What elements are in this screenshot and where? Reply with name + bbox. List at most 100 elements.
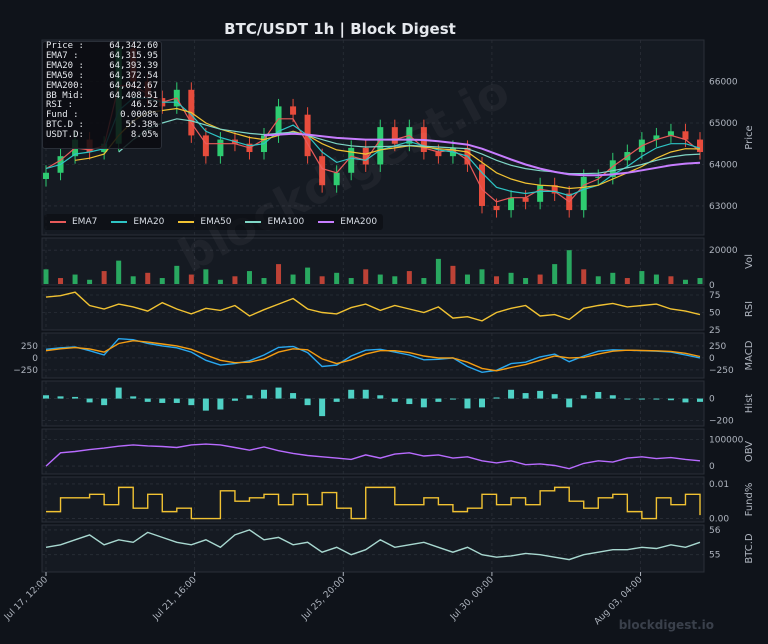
legend-swatch — [50, 221, 66, 223]
y-axis-label-price: Price — [744, 125, 755, 149]
y-axis-label-obv: OBV — [744, 441, 755, 462]
volume-bar — [435, 258, 441, 284]
hist-bar — [231, 398, 238, 401]
candle-body — [348, 147, 355, 173]
hist-bar — [304, 398, 311, 406]
info-row: RSI :46.52 — [46, 100, 158, 111]
hist-bar — [609, 395, 616, 399]
volume-bar — [203, 269, 209, 284]
panel-frame-btcd — [41, 524, 705, 573]
hist-bar — [537, 390, 544, 399]
candle-body — [522, 197, 529, 202]
x-tick-label: Jul 25, 20:00 — [299, 575, 347, 623]
volume-bar — [624, 278, 630, 284]
y-tick-label-hist: −200 — [709, 417, 734, 427]
volume-bar — [363, 269, 369, 284]
y-axis-label-hist: Hist — [744, 394, 755, 414]
hist-bar — [508, 389, 515, 399]
volume-bar — [276, 264, 282, 284]
candle-body — [391, 127, 398, 144]
volume-bar — [537, 274, 543, 284]
candle-body — [435, 152, 442, 157]
volume-bar — [43, 269, 49, 284]
info-row: EMA7 :64,315.95 — [46, 50, 158, 61]
hist-bar — [420, 398, 427, 408]
hist-bar — [682, 398, 689, 403]
volume-bar — [116, 260, 122, 284]
volume-bar — [639, 271, 645, 284]
macd-line-macd — [45, 337, 701, 374]
candle-body — [43, 172, 49, 179]
y-tick-label-obv: 0 — [709, 462, 715, 472]
legend: EMA7 EMA20 EMA50 EMA100 EMA200 — [44, 214, 384, 230]
y-tick-label-fund: 0.01 — [709, 480, 729, 490]
hist-bar — [115, 387, 122, 399]
hist-bar — [449, 398, 456, 400]
candle-body — [275, 106, 282, 136]
y-axis-label-rsi: RSI — [744, 301, 755, 317]
volume-bar — [508, 272, 514, 284]
hist-bar — [261, 389, 267, 399]
hist-bar — [377, 395, 384, 399]
panel-frame-fund — [41, 476, 705, 523]
macd-left-tick: −250 — [13, 366, 38, 376]
hist-bar — [522, 393, 529, 399]
y-tick-label-btcd: 56 — [709, 526, 721, 536]
legend-label: EMA50 — [200, 217, 232, 227]
macd-line-signal — [45, 339, 701, 372]
hist-bar — [638, 398, 645, 400]
volume-bar — [566, 250, 572, 284]
panel-frame-macd — [41, 332, 705, 379]
y-tick-label-macd: −250 — [709, 366, 734, 376]
hist-bar — [130, 396, 137, 399]
hist-bar — [144, 398, 151, 402]
volume-bar — [479, 269, 485, 284]
volume-bar — [450, 265, 456, 284]
candle-body — [319, 156, 326, 186]
candle-body — [479, 164, 485, 206]
ema-line-ema50 — [75, 107, 701, 190]
hist-bar — [697, 398, 703, 402]
hist-bar — [188, 398, 195, 406]
legend-item-ema100: EMA100 — [245, 217, 304, 227]
legend-label: EMA100 — [267, 217, 305, 227]
volume-bar — [494, 276, 500, 284]
rsi-line-rsi — [45, 291, 701, 322]
candle-body — [217, 139, 224, 157]
volume-bar — [217, 279, 223, 284]
hist-bar — [580, 395, 587, 399]
y-axis-label-fund: Fund% — [744, 483, 755, 517]
info-box: Price :64,342.60 EMA7 :64,315.95 EMA20 :… — [42, 41, 162, 149]
hist-bar — [464, 398, 471, 409]
hist-bar — [290, 393, 297, 399]
y-tick-label-volume: 20000 — [709, 246, 738, 256]
y-tick-label-macd: 250 — [709, 342, 726, 352]
candle-body — [682, 131, 689, 140]
panel-frame-obv — [41, 428, 705, 475]
volume-bar — [319, 276, 325, 284]
x-tick-label: Jul 21, 16:00 — [151, 575, 199, 623]
info-row: Fund :0.0008% — [46, 110, 158, 121]
btcd-line-btcd — [45, 529, 701, 561]
candle-body — [595, 176, 602, 178]
candle-body — [493, 205, 500, 211]
info-row: BTC.D :55.38% — [46, 120, 158, 131]
hist-bar — [391, 398, 398, 402]
macd-left-tick: 0 — [32, 354, 38, 364]
info-row: USDT.D: 8.05% — [46, 130, 158, 141]
volume-bar — [305, 267, 311, 284]
hist-bar — [667, 398, 674, 401]
volume-bar — [232, 276, 238, 284]
y-tick-label-hist: 0 — [709, 395, 715, 405]
y-axis-label-macd: MACD — [744, 340, 755, 370]
volume-bar — [697, 278, 703, 284]
candle-body — [290, 106, 297, 115]
volume-bar — [377, 274, 383, 284]
volume-bar — [668, 276, 674, 284]
volume-bar — [334, 272, 340, 284]
volume-bar — [87, 279, 93, 284]
hist-bar — [159, 398, 166, 403]
volume-bar — [72, 274, 78, 284]
chart-title: BTC/USDT 1h | Block Digest — [224, 20, 456, 38]
volume-bar — [552, 264, 558, 284]
